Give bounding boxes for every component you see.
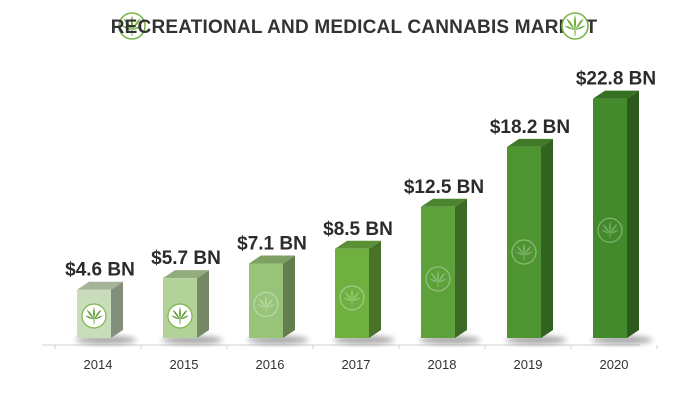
bar-2016	[247, 255, 309, 344]
bar-side-face	[455, 198, 467, 338]
value-label-2017: $8.5 BN	[323, 219, 393, 240]
bar-leaf-icon	[511, 239, 537, 265]
bar-leaf-icon	[167, 303, 193, 329]
bar-leaf-icon	[339, 285, 365, 311]
bar-2018	[419, 198, 481, 344]
value-label-2016: $7.1 BN	[237, 233, 307, 254]
bar-top-face	[163, 270, 209, 279]
bar-side-face	[627, 90, 639, 338]
bar-top-face	[593, 90, 639, 99]
value-label-2015: $5.7 BN	[151, 248, 221, 269]
value-labels-group: $4.6 BN $5.7 BN $7.1 BN $8.5 BN $12.5 BN $18.…	[65, 69, 656, 281]
bar-top-face	[77, 281, 123, 290]
x-tick-label-2020: 2020	[600, 357, 629, 372]
value-label-2020: $22.8 BN	[576, 69, 656, 90]
bar-leaf-icon	[597, 217, 623, 243]
value-label-2019: $18.2 BN	[490, 117, 570, 138]
bar-2020	[591, 90, 653, 344]
chart-title: RECREATIONAL AND MEDICAL CANNABIS MARKET	[111, 17, 598, 38]
bar-front-face	[507, 146, 541, 338]
bar-leaf-icon	[253, 291, 279, 318]
bar-top-face	[335, 240, 381, 249]
title-left-icon	[118, 12, 146, 40]
bar-2017	[333, 240, 395, 344]
bars-group	[75, 90, 653, 344]
x-tick-label-2015: 2015	[170, 357, 199, 372]
x-tick-label-2014: 2014	[84, 357, 113, 372]
bar-2019	[505, 138, 567, 344]
title-right-icon	[561, 12, 589, 40]
x-tick-labels-group: 2014 2015 2016 2017 2018 2019 2020	[54, 345, 658, 372]
x-tick-label-2017: 2017	[342, 357, 371, 372]
bar-top-face	[421, 198, 467, 207]
x-tick-label-2018: 2018	[428, 357, 457, 372]
bar-top-face	[507, 138, 553, 147]
bar-2015	[161, 270, 223, 344]
bar-side-face	[197, 270, 209, 338]
x-tick-label-2019: 2019	[514, 357, 543, 372]
x-tick-label-2016: 2016	[256, 357, 285, 372]
value-label-2014: $4.6 BN	[65, 260, 135, 281]
bar-side-face	[283, 255, 295, 338]
bar-side-face	[541, 138, 553, 338]
chart-title-group: RECREATIONAL AND MEDICAL CANNABIS MARKET	[111, 12, 598, 40]
bar-side-face	[369, 240, 381, 338]
bar-leaf-icon	[81, 303, 107, 329]
bar-leaf-icon	[425, 266, 451, 292]
bar-side-face	[111, 281, 123, 338]
bar-2014	[75, 281, 137, 344]
bar-top-face	[249, 255, 295, 264]
value-label-2018: $12.5 BN	[404, 177, 484, 198]
